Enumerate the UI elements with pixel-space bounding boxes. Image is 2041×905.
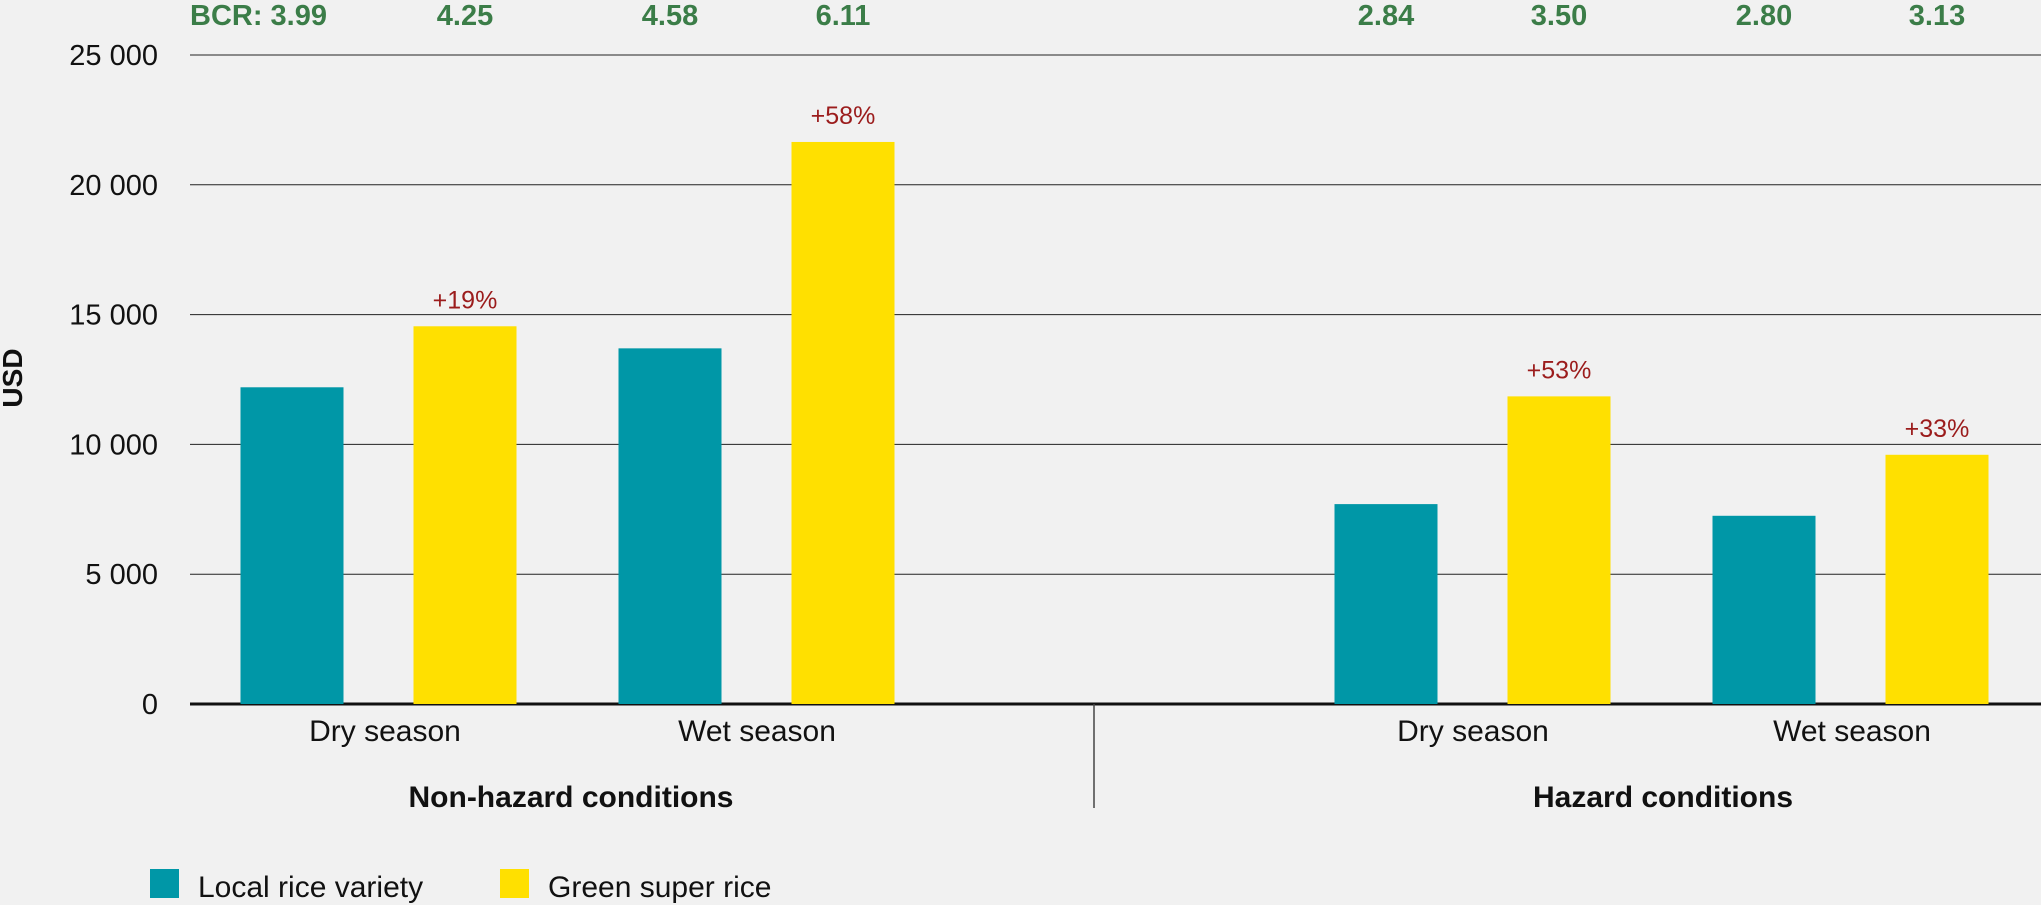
bcr-label: 3.50	[1531, 0, 1587, 32]
x-tick-label: Dry season	[1397, 715, 1549, 748]
change-label: +53%	[1527, 356, 1592, 384]
x-tick-label: Dry season	[309, 715, 461, 748]
group-label: Non-hazard conditions	[409, 781, 734, 814]
y-tick-label: 5 000	[85, 559, 158, 591]
legend-label: Green super rice	[548, 871, 771, 904]
bcr-label: 4.58	[642, 0, 698, 32]
legend-swatch	[500, 869, 529, 898]
y-tick-label: 20 000	[69, 170, 158, 202]
change-label: +19%	[433, 286, 498, 314]
bar	[1334, 504, 1438, 704]
labels: 0 5 000 10 000 15 000 20 000 25 000 BCR: 3.99 4…	[69, 0, 1969, 814]
bar	[413, 326, 517, 704]
change-label: +58%	[811, 102, 876, 130]
legend: Local rice variety Green super rice	[150, 869, 771, 904]
y-tick-label: 15 000	[69, 300, 158, 332]
bcr-label: 2.84	[1358, 0, 1414, 32]
bar	[791, 141, 895, 704]
bar	[1885, 454, 1989, 704]
bar	[1507, 396, 1611, 704]
legend-swatch	[150, 869, 179, 898]
y-axis-label: USD	[0, 348, 28, 407]
bcr-label: BCR: 3.99	[190, 0, 327, 32]
bcr-label: 3.13	[1909, 0, 1965, 32]
y-tick-label: 10 000	[69, 429, 158, 461]
bcr-label: 4.25	[437, 0, 493, 32]
bar	[240, 387, 344, 704]
bcr-label: 6.11	[816, 0, 871, 32]
x-tick-label: Wet season	[1773, 715, 1931, 748]
y-tick-label: 0	[142, 689, 158, 721]
y-tick-label: 25 000	[69, 40, 158, 72]
legend-label: Local rice variety	[198, 871, 423, 904]
bar	[1712, 515, 1816, 704]
bar	[618, 348, 722, 704]
group-label: Hazard conditions	[1533, 781, 1793, 814]
bcr-label: 2.80	[1736, 0, 1792, 32]
change-label: +33%	[1905, 415, 1970, 443]
x-tick-label: Wet season	[678, 715, 836, 748]
bars	[240, 141, 1989, 704]
